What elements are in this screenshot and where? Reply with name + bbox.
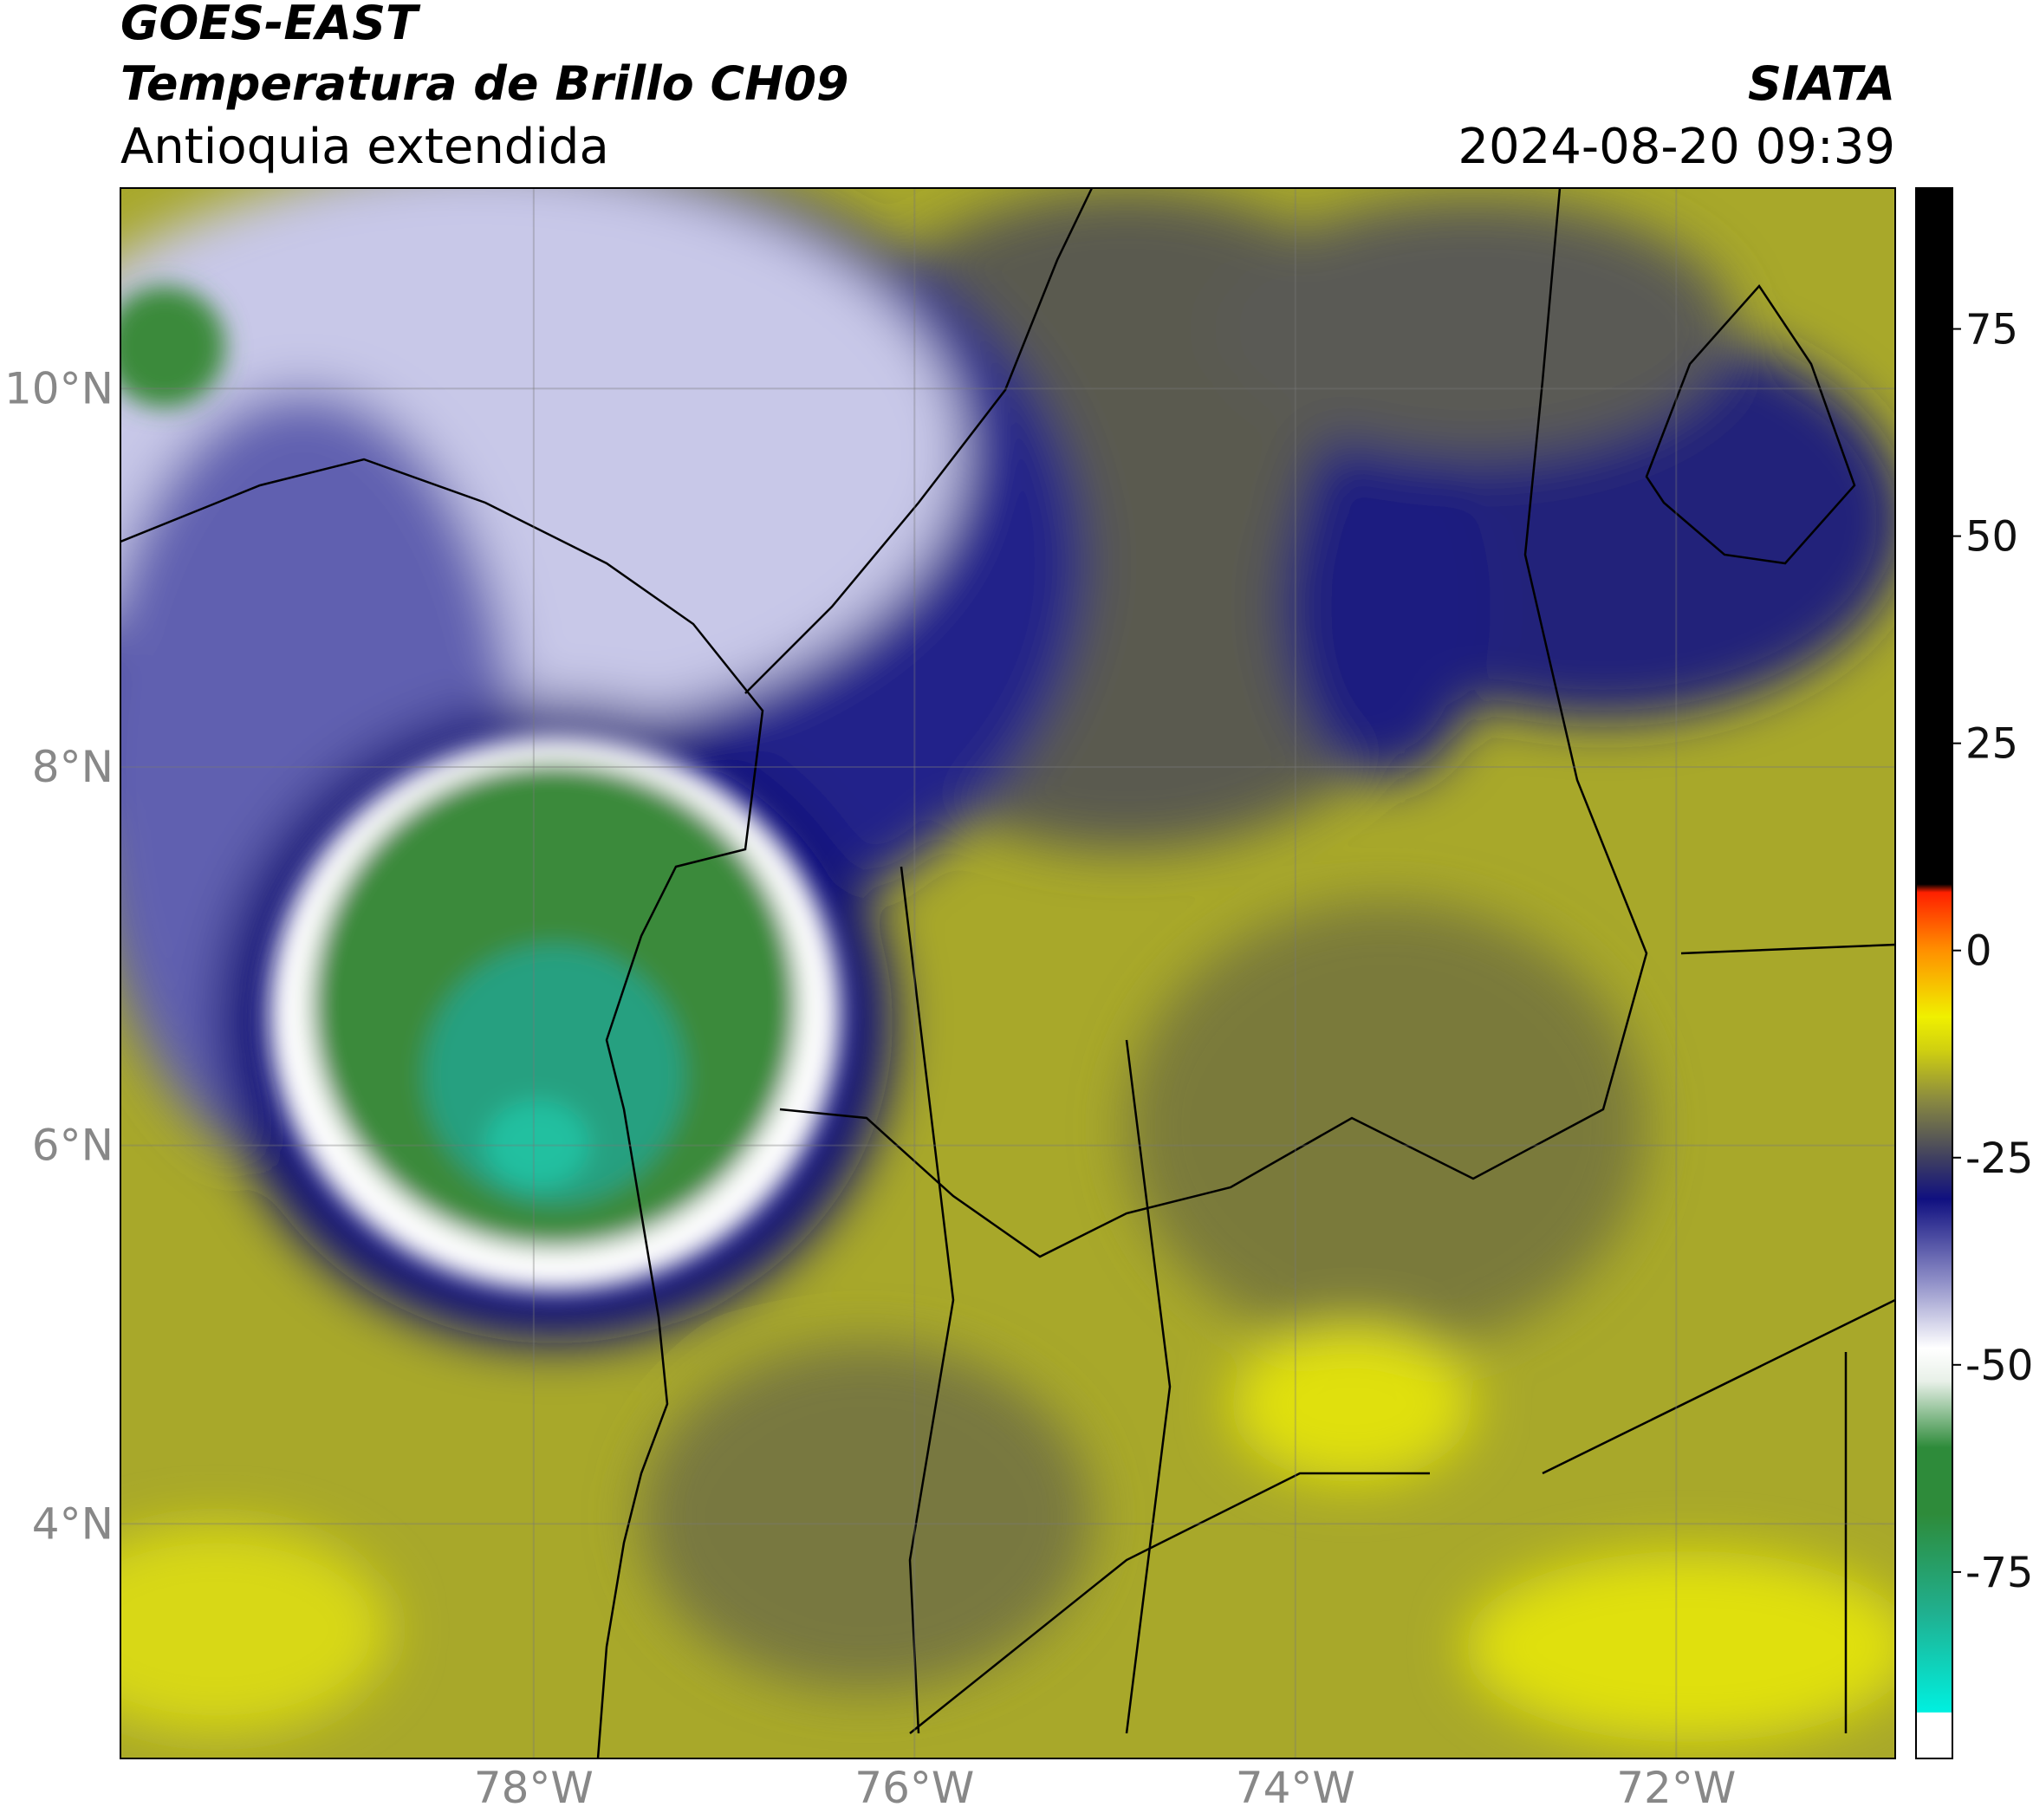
colorbar [1915, 187, 1953, 1759]
satellite-image [120, 188, 1895, 1758]
y-tick-label: 10°N [4, 363, 114, 413]
colorbar-tick-label: -25 [1965, 1134, 2033, 1183]
y-tick-label: 4°N [32, 1498, 114, 1549]
x-tick-label: 78°W [474, 1763, 594, 1813]
colorbar-tick-label: 50 [1965, 513, 2018, 562]
region: Antioquia extendida [120, 119, 609, 175]
x-tick-label: 72°W [1616, 1763, 1736, 1813]
map-frame [120, 187, 1896, 1759]
y-tick-label: 8°N [32, 742, 114, 792]
colorbar-tick-label: -75 [1965, 1549, 2033, 1597]
colorbar-tick-label: -50 [1965, 1342, 2033, 1390]
colorbar-tick-label: 25 [1965, 720, 2018, 769]
title: GOES-EAST [120, 0, 421, 50]
y-tick-label: 6°N [32, 1121, 114, 1171]
x-tick-label: 76°W [854, 1763, 974, 1813]
colorbar-tick-label: 75 [1965, 306, 2018, 354]
colorbar-tick-label: 0 [1965, 927, 1992, 976]
datetime: 2024-08-20 09:39 [1458, 119, 1895, 175]
source: SIATA [1748, 56, 1895, 111]
subtitle: Temperatura de Brillo CH09 [120, 56, 849, 111]
x-tick-label: 74°W [1236, 1763, 1355, 1813]
